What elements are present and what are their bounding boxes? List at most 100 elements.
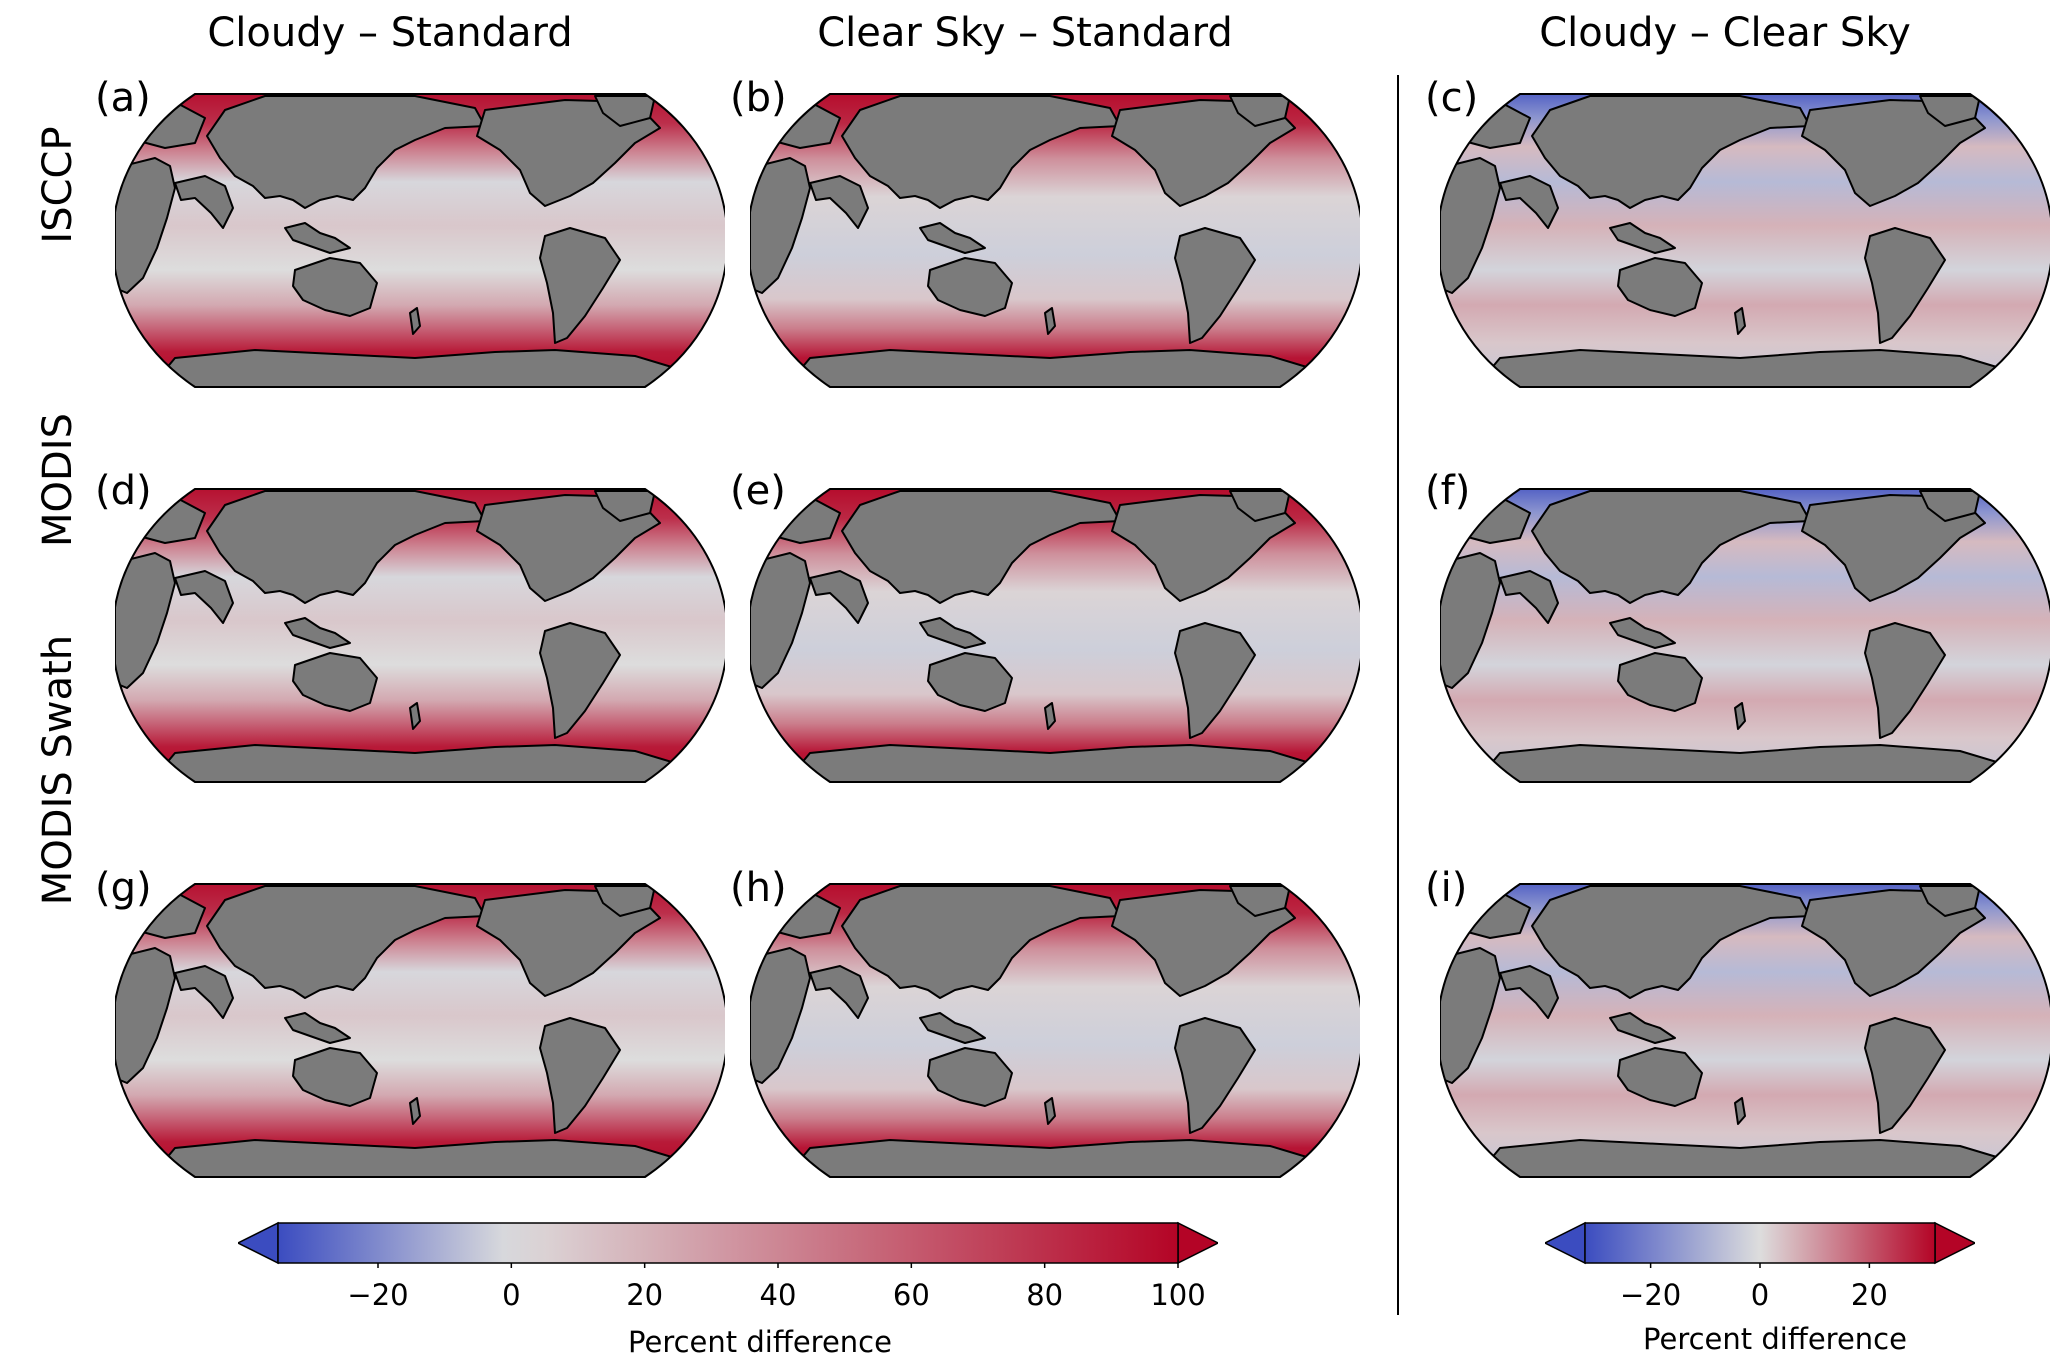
colorbar-main-title: Percent difference [628, 1325, 892, 1359]
landmass [809, 965, 869, 1019]
landmass [919, 222, 986, 254]
map-frame [750, 488, 1360, 783]
landmass [1609, 617, 1676, 649]
landmass [1734, 1097, 1746, 1125]
landmass [206, 490, 486, 604]
landmass [174, 570, 234, 624]
landmass [1531, 885, 1811, 999]
map-frame [750, 93, 1360, 388]
colorbar-tick-label: −20 [1620, 1278, 1682, 1312]
colorbar-main [238, 1221, 1218, 1268]
landmass [1609, 1012, 1676, 1044]
landmass [1864, 227, 1946, 344]
map-panel-e [750, 488, 1360, 783]
map-panel-i [1440, 883, 2050, 1178]
panel-label-f: (f) [1425, 468, 1471, 514]
landmass [292, 652, 378, 712]
column-divider [1397, 75, 1399, 1315]
landmass [1044, 702, 1056, 730]
landmass [1617, 652, 1703, 712]
map-panel-d [115, 488, 725, 783]
landmass [919, 1012, 986, 1044]
colorbar-tick-label: 0 [1750, 1278, 1770, 1312]
landmass [174, 965, 234, 1019]
landmass [1229, 885, 1291, 917]
panel-label-g: (g) [95, 865, 152, 911]
landmass [1531, 95, 1811, 209]
landmass [1229, 95, 1291, 127]
row-label-modis: MODIS [35, 413, 81, 547]
landmass [1919, 490, 1981, 522]
landmass [292, 1047, 378, 1107]
landmass [594, 490, 656, 522]
landmass [1919, 95, 1981, 127]
landmass [1174, 227, 1256, 344]
colorbar-gradient [277, 1222, 1179, 1264]
panel-label-e: (e) [730, 468, 786, 514]
panel-label-a: (a) [95, 75, 151, 121]
landmass [1609, 222, 1676, 254]
colorbar-extend-low [1545, 1221, 1586, 1265]
landmass [841, 490, 1121, 604]
landmass [841, 95, 1121, 209]
landmass [409, 307, 421, 335]
colorbar-tick-label: 20 [626, 1278, 664, 1312]
landmass [841, 885, 1121, 999]
landmass [284, 1012, 351, 1044]
colorbar-tick-label: 0 [502, 1278, 521, 1312]
map-panel-a [115, 93, 725, 388]
panel-label-c: (c) [1425, 75, 1479, 121]
landmass [539, 622, 621, 739]
colorbar-tick-label: 80 [1026, 1278, 1064, 1312]
landmass [1044, 1097, 1056, 1125]
landmass [1864, 1017, 1946, 1134]
colorbar-tick-label: −20 [347, 1278, 409, 1312]
landmass [1174, 622, 1256, 739]
map-frame [1440, 883, 2050, 1178]
landmass [1174, 1017, 1256, 1134]
landmass [809, 570, 869, 624]
landmass [539, 227, 621, 344]
map-panel-c [1440, 93, 2050, 388]
column-title-1: Cloudy – Standard [207, 10, 573, 56]
colorbar-tick-label: 40 [759, 1278, 797, 1312]
colorbar-extend-high [1177, 1221, 1218, 1265]
landmass [927, 652, 1013, 712]
landmass [809, 175, 869, 229]
landmass [1617, 257, 1703, 317]
map-panel-f [1440, 488, 2050, 783]
landmass [1229, 490, 1291, 522]
landmass [594, 95, 656, 127]
landmass [1734, 702, 1746, 730]
landmass [1499, 570, 1559, 624]
landmass [284, 617, 351, 649]
landmass [1734, 307, 1746, 335]
landmass [927, 1047, 1013, 1107]
landmass [1864, 622, 1946, 739]
landmass [174, 175, 234, 229]
landmass [1617, 1047, 1703, 1107]
landmass [1499, 175, 1559, 229]
map-frame [1440, 488, 2050, 783]
map-panel-h [750, 883, 1360, 1178]
landmass [409, 1097, 421, 1125]
column-title-2: Clear Sky – Standard [817, 10, 1233, 56]
landmass [206, 885, 486, 999]
landmass [409, 702, 421, 730]
landmass [284, 222, 351, 254]
row-label-modis-swath: MODIS Swath [35, 634, 81, 906]
map-panel-g [115, 883, 725, 1178]
column-title-3: Cloudy – Clear Sky [1539, 10, 1911, 56]
row-label-isccp: ISCCP [35, 126, 81, 244]
map-frame [750, 883, 1360, 1178]
landmass [919, 617, 986, 649]
panel-label-i: (i) [1425, 865, 1468, 911]
colorbar-tick-label: 60 [892, 1278, 930, 1312]
landmass [292, 257, 378, 317]
colorbar-diff [1545, 1221, 1975, 1268]
map-frame [115, 488, 725, 783]
colorbar-extend-high [1934, 1221, 1975, 1265]
panel-label-h: (h) [730, 865, 787, 911]
map-frame [115, 883, 725, 1178]
landmass [1499, 965, 1559, 1019]
